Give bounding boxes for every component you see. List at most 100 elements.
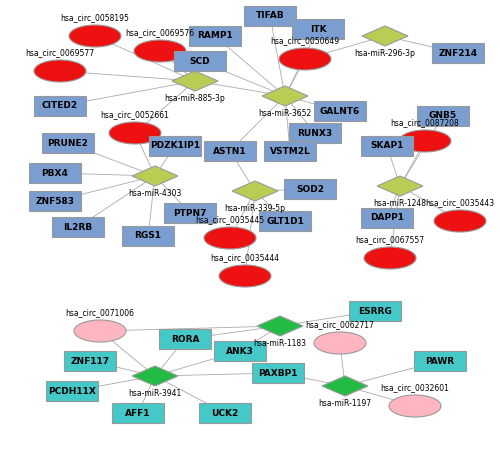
Text: hsa-miR-296-3p: hsa-miR-296-3p [354, 49, 416, 58]
Ellipse shape [364, 247, 416, 269]
Text: ASTN1: ASTN1 [213, 147, 247, 156]
Text: SCD: SCD [190, 56, 210, 65]
FancyBboxPatch shape [64, 351, 116, 371]
FancyBboxPatch shape [149, 136, 201, 156]
Text: RGS1: RGS1 [134, 231, 162, 240]
Text: hsa-miR-1197: hsa-miR-1197 [318, 399, 372, 408]
FancyBboxPatch shape [361, 208, 413, 228]
Text: ITK: ITK [310, 24, 326, 33]
FancyBboxPatch shape [292, 19, 344, 39]
Text: ANK3: ANK3 [226, 346, 254, 355]
Text: hsa_circ_0071006: hsa_circ_0071006 [66, 308, 134, 317]
Text: hsa_circ_0058195: hsa_circ_0058195 [60, 13, 130, 22]
Text: SKAP1: SKAP1 [370, 142, 404, 151]
Text: hsa_circ_0035444: hsa_circ_0035444 [210, 253, 280, 262]
Text: hsa-miR-4303: hsa-miR-4303 [128, 189, 182, 198]
FancyBboxPatch shape [349, 301, 401, 321]
Ellipse shape [279, 48, 331, 70]
Polygon shape [132, 366, 178, 386]
Polygon shape [232, 181, 278, 201]
FancyBboxPatch shape [29, 191, 81, 211]
Ellipse shape [74, 320, 126, 342]
Polygon shape [377, 176, 423, 196]
Text: PAWR: PAWR [426, 356, 454, 365]
FancyBboxPatch shape [34, 96, 86, 116]
FancyBboxPatch shape [199, 403, 251, 423]
Text: SOD2: SOD2 [296, 184, 324, 193]
Ellipse shape [219, 265, 271, 287]
FancyBboxPatch shape [189, 26, 241, 46]
Text: hsa-miR-1248: hsa-miR-1248 [374, 199, 426, 208]
Polygon shape [257, 316, 303, 336]
FancyBboxPatch shape [159, 329, 211, 349]
FancyBboxPatch shape [417, 106, 469, 126]
Text: ZNF117: ZNF117 [70, 356, 110, 365]
Text: hsa_circ_0052661: hsa_circ_0052661 [100, 110, 170, 119]
Text: AFF1: AFF1 [125, 409, 151, 418]
FancyBboxPatch shape [42, 133, 94, 153]
Text: TIFAB: TIFAB [256, 11, 284, 20]
Ellipse shape [399, 130, 451, 152]
FancyBboxPatch shape [214, 341, 266, 361]
Polygon shape [262, 86, 308, 106]
Text: ESRRG: ESRRG [358, 307, 392, 316]
Text: DAPP1: DAPP1 [370, 213, 404, 222]
Ellipse shape [134, 40, 186, 62]
Text: UCK2: UCK2 [212, 409, 238, 418]
Text: CITED2: CITED2 [42, 101, 78, 110]
Text: GALNT6: GALNT6 [320, 106, 360, 115]
Polygon shape [172, 71, 218, 91]
Polygon shape [362, 26, 408, 46]
Text: RAMP1: RAMP1 [197, 32, 233, 41]
Text: VSTM2L: VSTM2L [270, 147, 310, 156]
Text: IL2RB: IL2RB [64, 222, 92, 231]
Text: hsa_circ_0069577: hsa_circ_0069577 [26, 48, 94, 57]
FancyBboxPatch shape [46, 381, 98, 401]
Text: RUNX3: RUNX3 [298, 129, 332, 138]
Ellipse shape [204, 227, 256, 249]
Text: hsa_circ_0069576: hsa_circ_0069576 [126, 28, 194, 37]
FancyBboxPatch shape [244, 6, 296, 26]
Text: PRUNE2: PRUNE2 [48, 138, 88, 147]
FancyBboxPatch shape [29, 163, 81, 183]
Text: GLT1D1: GLT1D1 [266, 216, 304, 226]
FancyBboxPatch shape [252, 363, 304, 383]
Ellipse shape [389, 395, 441, 417]
Text: hsa_circ_0087208: hsa_circ_0087208 [390, 118, 460, 127]
FancyBboxPatch shape [52, 217, 104, 237]
Text: GNB5: GNB5 [429, 111, 457, 120]
Text: PCDH11X: PCDH11X [48, 387, 96, 396]
Text: PDZK1IP1: PDZK1IP1 [150, 142, 200, 151]
Text: hsa_circ_0032601: hsa_circ_0032601 [380, 383, 450, 392]
Ellipse shape [434, 210, 486, 232]
Text: hsa_circ_0035445: hsa_circ_0035445 [196, 215, 264, 224]
FancyBboxPatch shape [174, 51, 226, 71]
FancyBboxPatch shape [164, 203, 216, 223]
Ellipse shape [34, 60, 86, 82]
Polygon shape [132, 166, 178, 186]
FancyBboxPatch shape [284, 179, 336, 199]
Ellipse shape [69, 25, 121, 47]
Text: hsa_circ_0067557: hsa_circ_0067557 [356, 235, 424, 244]
Text: hsa_circ_0035443: hsa_circ_0035443 [426, 198, 494, 207]
FancyBboxPatch shape [204, 141, 256, 161]
Text: hsa-miR-3941: hsa-miR-3941 [128, 389, 182, 398]
Text: hsa-miR-1183: hsa-miR-1183 [254, 339, 306, 348]
FancyBboxPatch shape [314, 101, 366, 121]
Text: hsa-miR-3652: hsa-miR-3652 [258, 109, 312, 118]
Ellipse shape [109, 122, 161, 144]
Text: hsa_circ_0050649: hsa_circ_0050649 [270, 36, 340, 45]
Text: RORA: RORA [171, 335, 199, 344]
FancyBboxPatch shape [432, 43, 484, 63]
Ellipse shape [314, 332, 366, 354]
FancyBboxPatch shape [112, 403, 164, 423]
Text: ZNF583: ZNF583 [36, 197, 74, 206]
Text: hsa-miR-339-5p: hsa-miR-339-5p [224, 204, 286, 213]
FancyBboxPatch shape [264, 141, 316, 161]
Polygon shape [322, 376, 368, 396]
Text: hsa_circ_0062717: hsa_circ_0062717 [306, 320, 374, 329]
FancyBboxPatch shape [289, 123, 341, 143]
FancyBboxPatch shape [361, 136, 413, 156]
Text: hsa-miR-885-3p: hsa-miR-885-3p [164, 94, 226, 103]
FancyBboxPatch shape [414, 351, 466, 371]
